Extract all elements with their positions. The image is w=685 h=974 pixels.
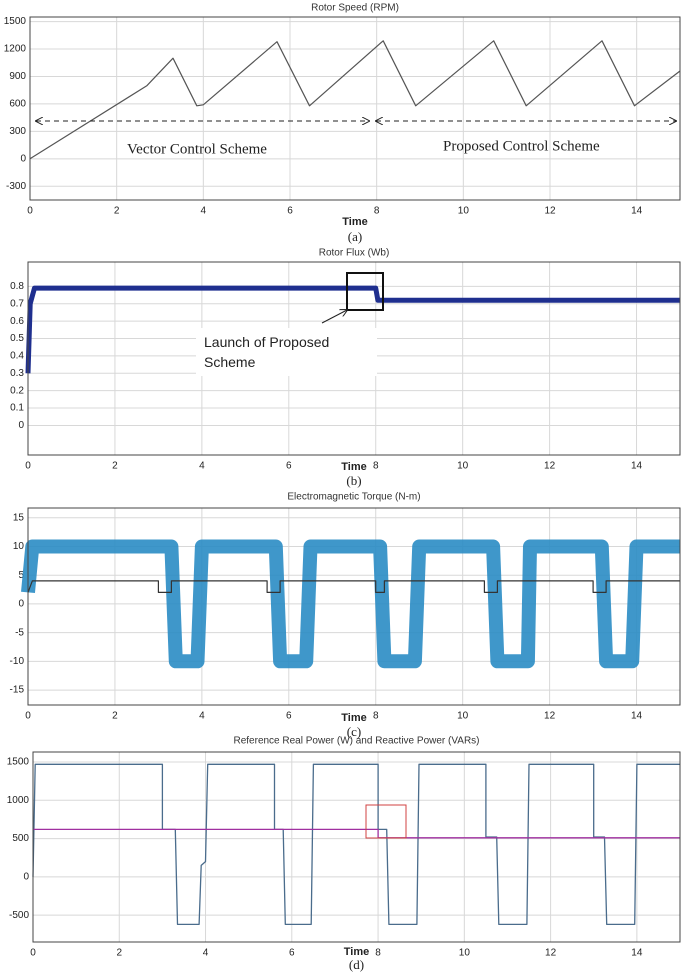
x-tick-label: 8 <box>373 461 379 472</box>
caption: (b) <box>346 473 361 488</box>
chart-title: Rotor Flux (Wb) <box>319 248 390 259</box>
y-tick-label: -5 <box>15 627 24 638</box>
x-tick-label: 14 <box>631 948 643 959</box>
x-tick-label: 0 <box>30 948 36 959</box>
y-tick-label: 0.6 <box>10 316 24 327</box>
y-tick-label: 0.8 <box>10 281 24 292</box>
x-tick-label: 0 <box>25 711 31 722</box>
y-tick-label: 0 <box>23 872 29 883</box>
x-axis-label: Time <box>341 712 366 724</box>
plot-frame <box>27 261 681 456</box>
y-tick-label: 15 <box>13 512 25 523</box>
y-tick-label: 0 <box>18 420 24 431</box>
x-tick-label: 12 <box>544 461 556 472</box>
x-tick-label: 6 <box>287 206 293 217</box>
y-tick-label: 0.5 <box>10 333 24 344</box>
data-line <box>33 828 680 839</box>
y-tick-label: 10 <box>13 541 25 552</box>
plot-frame <box>29 16 681 201</box>
highlight-box <box>346 272 384 311</box>
chart-title: Rotor Speed (RPM) <box>311 3 399 14</box>
y-tick-label: 0.2 <box>10 385 24 396</box>
plot-area <box>28 508 680 705</box>
x-tick-label: 12 <box>544 711 556 722</box>
y-tick-label: 600 <box>9 99 26 110</box>
x-tick-label: 12 <box>544 206 556 217</box>
y-tick-label: 0.3 <box>10 368 24 379</box>
chart-title: Reference Real Power (W) and Reactive Po… <box>233 736 479 747</box>
highlight-box <box>365 804 407 839</box>
caption: (d) <box>349 957 364 972</box>
y-tick-label: 1200 <box>4 44 27 55</box>
x-tick-label: 10 <box>457 461 469 472</box>
y-tick-label: 1000 <box>7 795 30 806</box>
x-tick-label: 6 <box>286 711 292 722</box>
x-tick-label: 0 <box>27 206 33 217</box>
plot-area <box>33 752 680 942</box>
x-tick-label: 4 <box>199 711 205 722</box>
annotation: Launch of Proposed Scheme <box>196 328 377 376</box>
y-tick-label: 0.7 <box>10 298 24 309</box>
caption: (a) <box>348 229 362 244</box>
x-tick-label: 14 <box>631 711 643 722</box>
x-tick-label: 2 <box>116 948 122 959</box>
x-tick-label: 4 <box>199 461 205 472</box>
x-tick-label: 4 <box>201 206 207 217</box>
y-tick-label: 1500 <box>4 16 27 27</box>
y-tick-label: 0 <box>20 153 26 164</box>
data-line <box>21 539 680 669</box>
x-tick-label: 4 <box>203 948 209 959</box>
x-tick-label: 2 <box>112 711 118 722</box>
x-axis-label: Time <box>341 461 366 473</box>
y-tick-label: 900 <box>9 71 26 82</box>
annotation: Vector Control Scheme <box>127 141 267 157</box>
chart-title: Electromagnetic Torque (N-m) <box>287 492 420 503</box>
y-tick-label: -15 <box>10 685 25 696</box>
data-line <box>25 285 680 374</box>
plot-area <box>30 17 680 200</box>
x-tick-label: 8 <box>374 206 380 217</box>
x-tick-label: 6 <box>289 948 295 959</box>
y-tick-label: -300 <box>6 181 26 192</box>
x-tick-label: 6 <box>286 461 292 472</box>
x-axis-label: Time <box>344 946 369 958</box>
y-tick-label: 0.4 <box>10 351 24 362</box>
x-tick-label: 10 <box>458 206 470 217</box>
y-tick-label: 500 <box>12 833 29 844</box>
x-tick-label: 10 <box>457 711 469 722</box>
plot-frame <box>32 751 681 943</box>
plot-frame <box>27 507 681 706</box>
data-line <box>27 580 680 593</box>
x-tick-label: 8 <box>373 711 379 722</box>
y-tick-label: 5 <box>18 570 24 581</box>
y-tick-label: -500 <box>9 910 29 921</box>
y-tick-label: -10 <box>10 656 25 667</box>
x-tick-label: 10 <box>459 948 471 959</box>
x-tick-label: 2 <box>112 461 118 472</box>
y-tick-label: 1500 <box>7 757 30 768</box>
annotation: Proposed Control Scheme <box>443 138 600 154</box>
y-tick-label: 0.1 <box>10 403 24 414</box>
x-tick-label: 12 <box>545 948 557 959</box>
y-tick-label: 0 <box>18 599 24 610</box>
x-tick-label: 2 <box>114 206 120 217</box>
x-tick-label: 14 <box>631 206 643 217</box>
y-tick-label: 300 <box>9 126 26 137</box>
data-line <box>29 40 681 160</box>
x-tick-label: 8 <box>375 948 381 959</box>
x-axis-label: Time <box>342 216 367 228</box>
pointer <box>321 310 347 324</box>
x-tick-label: 0 <box>25 461 31 472</box>
caption: (c) <box>347 724 361 739</box>
x-tick-label: 14 <box>631 461 643 472</box>
